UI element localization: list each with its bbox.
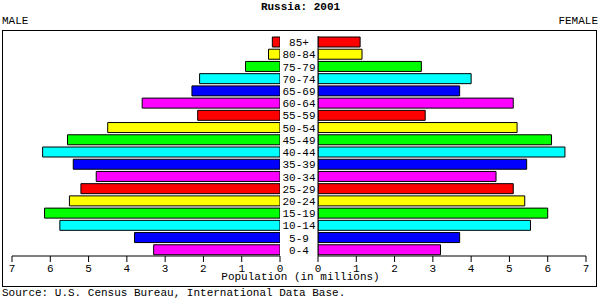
svg-text:40-44: 40-44	[282, 147, 315, 159]
svg-text:4: 4	[124, 263, 131, 275]
svg-text:20-24: 20-24	[282, 196, 315, 208]
svg-text:65-69: 65-69	[282, 86, 315, 98]
svg-text:5: 5	[506, 263, 513, 275]
svg-text:35-39: 35-39	[282, 159, 315, 171]
svg-text:2: 2	[391, 263, 398, 275]
svg-text:50-54: 50-54	[282, 123, 315, 135]
svg-text:7: 7	[9, 263, 16, 275]
svg-text:45-49: 45-49	[282, 135, 315, 147]
svg-text:10-14: 10-14	[282, 220, 315, 232]
svg-text:5: 5	[85, 263, 92, 275]
svg-text:3: 3	[162, 263, 169, 275]
svg-text:75-79: 75-79	[282, 62, 315, 74]
svg-text:0-4: 0-4	[289, 245, 309, 257]
svg-text:60-64: 60-64	[282, 98, 315, 110]
svg-text:5-9: 5-9	[289, 233, 309, 245]
svg-text:70-74: 70-74	[282, 74, 315, 86]
svg-text:6: 6	[544, 263, 551, 275]
svg-text:3: 3	[430, 263, 437, 275]
svg-text:80-84: 80-84	[282, 49, 315, 61]
svg-text:15-19: 15-19	[282, 208, 315, 220]
svg-text:6: 6	[47, 263, 54, 275]
svg-text:30-34: 30-34	[282, 172, 315, 184]
svg-text:2: 2	[200, 263, 207, 275]
svg-text:4: 4	[468, 263, 475, 275]
svg-text:25-29: 25-29	[282, 184, 315, 196]
svg-text:85+: 85+	[289, 37, 309, 49]
svg-text:55-59: 55-59	[282, 110, 315, 122]
svg-text:7: 7	[583, 263, 590, 275]
